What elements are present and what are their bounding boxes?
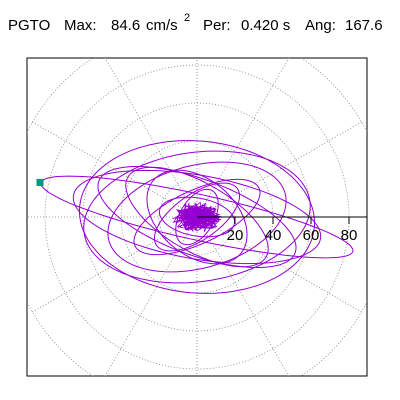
- orbit-loop: [72, 169, 322, 265]
- station-code: PGTO: [8, 17, 51, 34]
- orbit-loop: [78, 140, 316, 294]
- grid-spoke: [104, 58, 198, 218]
- orbit-loop: [107, 161, 287, 273]
- radial-tick-label: 40: [265, 227, 282, 244]
- radial-tick-label: 20: [227, 227, 244, 244]
- orbit-loop: [133, 178, 261, 256]
- peak-marker: [36, 179, 44, 186]
- orbit-loop: [40, 175, 354, 259]
- orbit-loop: [125, 166, 269, 268]
- grid-spoke: [104, 216, 198, 376]
- period-value: 0.420 s: [241, 17, 291, 34]
- angle-label: Ang:: [305, 17, 336, 34]
- orbit-loop: [146, 169, 248, 265]
- grid-spoke: [196, 121, 362, 218]
- max-unit: cm/s: [146, 17, 178, 34]
- radial-tick-labels: 20 40 60 80: [227, 227, 358, 244]
- orbit-loop: [154, 182, 240, 252]
- grid-spoke: [196, 58, 290, 218]
- radial-tick-label: 60: [303, 227, 320, 244]
- angle-value: 167.6: [345, 17, 383, 34]
- orbit-loop: [175, 188, 219, 246]
- period-label: Per:: [203, 17, 231, 34]
- header-bar: PGTO Max: 84.6 cm/s 2 Per: 0.420 s Ang: …: [0, 0, 400, 40]
- orbit-traces: [40, 140, 354, 294]
- radial-ticks: [234, 217, 350, 224]
- radial-tick-label: 80: [341, 227, 358, 244]
- max-label: Max:: [64, 17, 97, 34]
- max-value: 84.6: [111, 17, 141, 34]
- max-unit-exponent: 2: [184, 12, 191, 24]
- grid-spoke: [32, 216, 198, 313]
